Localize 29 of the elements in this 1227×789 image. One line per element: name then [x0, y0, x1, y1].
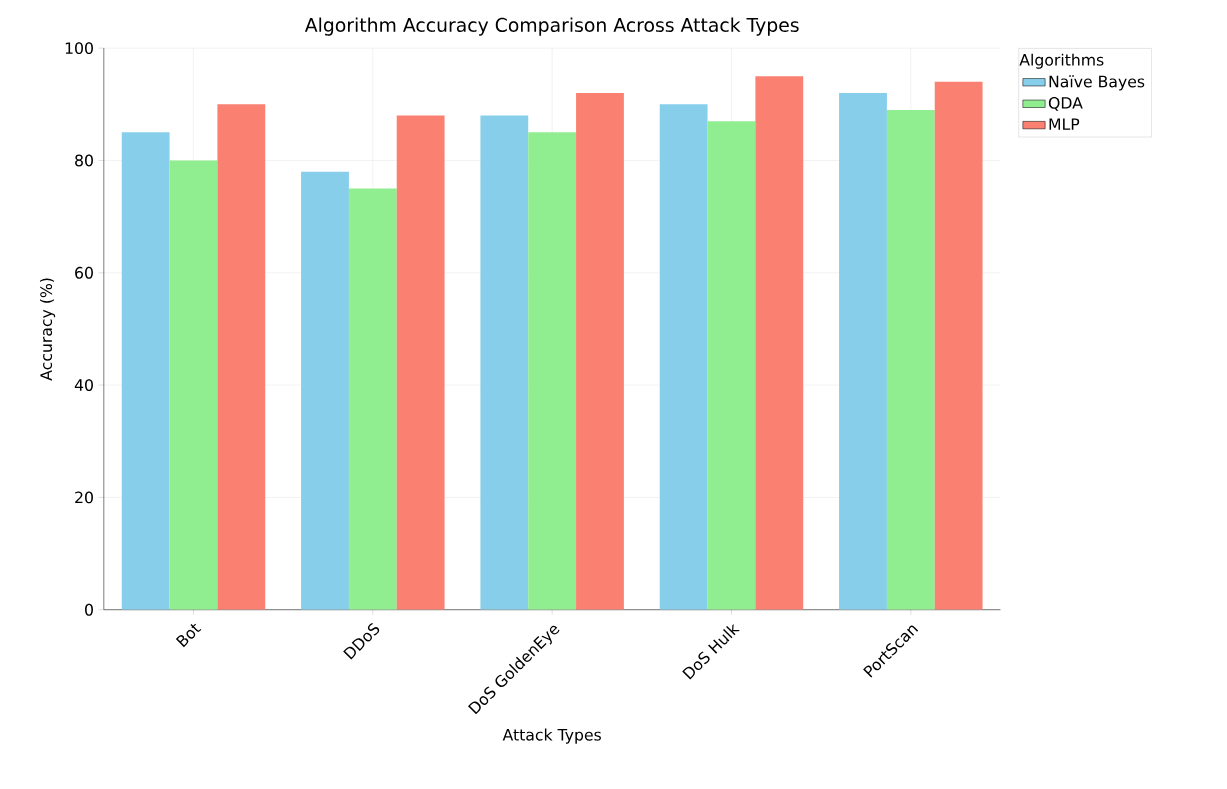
- y-axis-title: Accuracy (%): [39, 278, 56, 381]
- bar: [576, 93, 624, 610]
- bar: [396, 115, 445, 610]
- bar: [301, 171, 349, 610]
- y-tick-label: 20: [75, 491, 93, 504]
- y-tick-label: 40: [74, 379, 93, 391]
- legend-label: QDA: [1048, 96, 1083, 111]
- y-tick-label: 80: [75, 154, 93, 167]
- bar: [217, 104, 266, 610]
- bar: [169, 160, 218, 610]
- bar: [886, 109, 935, 610]
- bar: [480, 115, 529, 610]
- bar: [934, 81, 983, 610]
- y-tick-label: 60: [75, 266, 93, 279]
- bar: [348, 188, 397, 610]
- chart-title: Algorithm Accuracy Comparison Across Attack Types: [304, 17, 799, 36]
- x-tick-label: Bot: [175, 623, 202, 648]
- y-tick-label: 0: [85, 603, 93, 616]
- legend-label: MLP: [1049, 118, 1080, 130]
- bar: [707, 121, 756, 610]
- legend-label: Naïve Bayes: [1049, 75, 1145, 91]
- y-tick-label: 100: [65, 42, 93, 55]
- bar: [659, 104, 708, 610]
- bar: [839, 93, 887, 610]
- bar: [121, 132, 170, 610]
- x-axis-title: Attack Types: [502, 728, 601, 744]
- bar: [528, 132, 577, 610]
- legend-title: Algorithms: [1019, 53, 1104, 69]
- bar: [755, 76, 804, 610]
